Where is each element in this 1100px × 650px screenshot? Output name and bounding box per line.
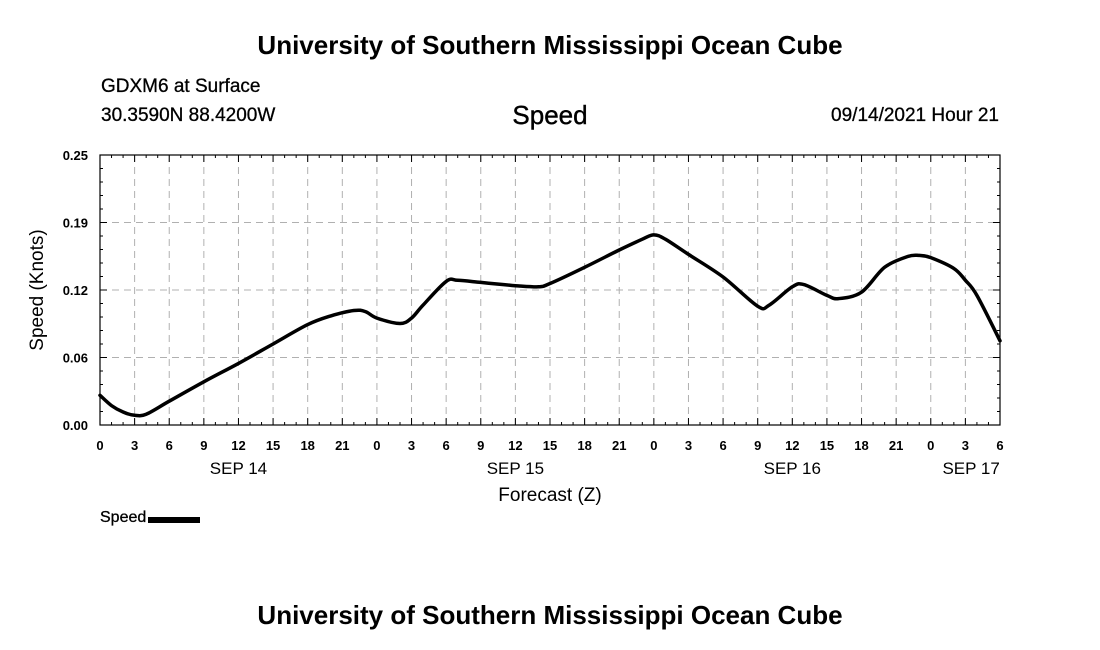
x-tick-label: 3 — [131, 438, 138, 453]
x-tick-label: 0 — [96, 438, 103, 453]
station-label: GDXM6 at Surface — [101, 76, 261, 97]
x-tick-label: 18 — [577, 438, 591, 453]
x-tick-label: 21 — [889, 438, 903, 453]
x-tick-label: 18 — [854, 438, 868, 453]
x-tick-label: 15 — [820, 438, 834, 453]
datetime-label: 09/14/2021 Hour 21 — [831, 105, 999, 126]
x-tick-label: 9 — [200, 438, 207, 453]
date-label: SEP 15 — [487, 459, 544, 478]
x-tick-label: 9 — [477, 438, 484, 453]
x-tick-label: 0 — [927, 438, 934, 453]
x-tick-label: 3 — [962, 438, 969, 453]
x-tick-label: 12 — [231, 438, 245, 453]
x-tick-label: 9 — [754, 438, 761, 453]
page-title: University of Southern Mississippi Ocean… — [257, 30, 843, 60]
x-tick-label: 15 — [543, 438, 557, 453]
x-axis-label: Forecast (Z) — [498, 485, 601, 506]
chart-title: Speed — [512, 100, 588, 130]
series-line-speed — [98, 233, 1002, 418]
x-tick-label: 0 — [373, 438, 380, 453]
y-tick-label: 0.06 — [63, 351, 88, 366]
y-axis-label: Speed (Knots) — [27, 229, 48, 350]
footer-title: University of Southern Mississippi Ocean… — [257, 600, 843, 630]
x-tick-label: 12 — [785, 438, 799, 453]
y-tick-label: 0.00 — [63, 418, 88, 433]
y-tick-label: 0.25 — [63, 148, 88, 163]
x-tick-label: 3 — [685, 438, 692, 453]
x-tick-label: 0 — [650, 438, 657, 453]
x-tick-label: 6 — [996, 438, 1003, 453]
legend-label: Speed — [100, 509, 147, 526]
x-tick-label: 15 — [266, 438, 280, 453]
x-tick-label: 21 — [335, 438, 349, 453]
coordinates-label: 30.3590N 88.4200W — [101, 105, 276, 126]
legend: Speed — [100, 509, 201, 527]
legend-swatch — [148, 516, 201, 523]
x-tick-label: 21 — [612, 438, 626, 453]
date-label: SEP 16 — [764, 459, 821, 478]
y-tick-label: 0.19 — [63, 216, 88, 231]
date-label: SEP 14 — [210, 459, 267, 478]
date-label: SEP 17 — [942, 459, 999, 478]
x-tick-label: 18 — [300, 438, 314, 453]
x-tick-label: 6 — [166, 438, 173, 453]
x-tick-label: 3 — [408, 438, 415, 453]
x-tick-label: 6 — [719, 438, 726, 453]
x-tick-label: 12 — [508, 438, 522, 453]
x-tick-label: 6 — [443, 438, 450, 453]
y-tick-label: 0.12 — [63, 283, 88, 298]
